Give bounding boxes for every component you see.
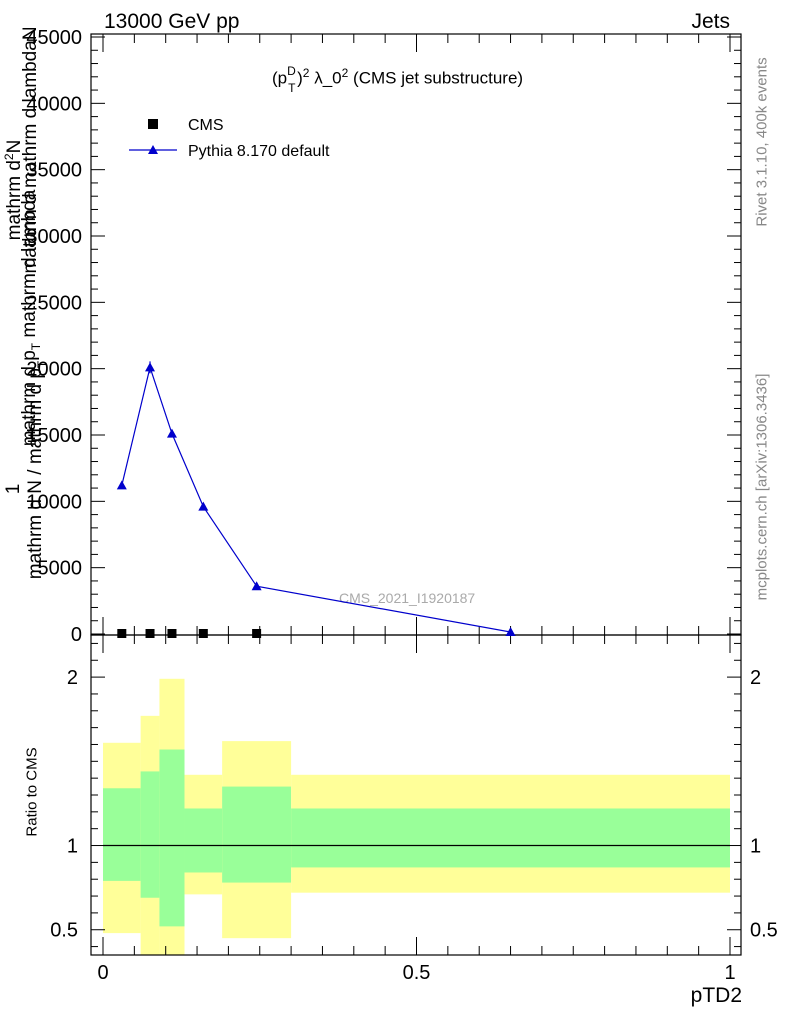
cms-point-4: [252, 629, 262, 638]
main-y-tick-labels: 0 5000 10000 15000 20000 25000 30000 35000 40000…: [26, 27, 82, 646]
legend-pythia-label: Pythia 8.170 default: [188, 143, 330, 160]
plot-title-sup-d: D: [287, 63, 296, 78]
ratio-ytick-label-right-1: 1: [750, 836, 761, 858]
main-ytick-label-5: 25000: [26, 292, 82, 314]
ratio-band-inner-3: [184, 808, 223, 873]
xtick-label-1: 0.5: [403, 962, 431, 984]
plot-title-sup-2b: 2: [341, 66, 349, 80]
plot-title-mid: ): [297, 68, 303, 88]
main-ytick-label-4: 20000: [26, 359, 82, 381]
main-ytick-label-7: 35000: [26, 160, 82, 182]
ratio-band-inner-2: [159, 749, 185, 927]
pythia-point-3: [198, 501, 209, 511]
plot-title-sub-t: T: [288, 80, 296, 95]
series-lines: [121, 361, 512, 633]
legend-cms-label: CMS: [188, 117, 224, 134]
ratio-ytick-label-right-0: 0.5: [750, 920, 778, 942]
plot-title-p: (p: [272, 68, 288, 88]
x-tick-labels: 0 0.5 1: [97, 962, 735, 984]
legend: CMS Pythia 8.170 default: [129, 117, 330, 160]
pythia-point-4: [251, 581, 262, 591]
ratio-bands: [103, 678, 730, 955]
main-ytick-label-3: 15000: [26, 425, 82, 447]
pythia-point-1: [145, 362, 156, 372]
pythia-point-5: [505, 627, 516, 637]
analysis-watermark: CMS_2021_I1920187: [339, 590, 476, 606]
plot-title: (p D T)2 λ_02 (CMS jet substructure): [272, 63, 524, 95]
x-axis-label: pTD2: [690, 984, 742, 1007]
pythia-point-0: [116, 480, 127, 490]
main-axis-ticks: [91, 34, 741, 635]
pythia-line: [121, 365, 511, 633]
ratio-y-tick-labels: 0.5 0.5 1 1 2 2: [50, 667, 778, 942]
header-energy-label: 13000 GeV pp: [104, 10, 240, 33]
legend-pythia-marker: [148, 145, 158, 154]
main-ytick-label-0: 0: [71, 624, 82, 646]
main-ytick-label-8: 40000: [26, 93, 82, 115]
plot-title-sup-2: 2: [302, 66, 310, 80]
main-ytick-label-9: 45000: [26, 27, 82, 49]
legend-cms-marker: [148, 119, 158, 129]
plot-title-rest: (CMS jet substructure): [348, 68, 524, 88]
series-markers: [116, 362, 516, 638]
ratio-band-inner-1: [140, 771, 160, 898]
ratio-ytick-label-left-2: 2: [67, 667, 78, 689]
main-ytick-label-2: 10000: [26, 491, 82, 513]
ratio-ytick-label-left-1: 1: [67, 836, 78, 858]
ratio-band-inner-0: [103, 788, 141, 881]
ratio-ytick-label-left-0: 0.5: [50, 920, 78, 942]
cms-point-0: [117, 629, 127, 638]
main-ytick-label-6: 30000: [26, 226, 82, 248]
cms-point-2: [167, 629, 177, 638]
main-ytick-label-1: 5000: [38, 558, 83, 580]
pythia-point-2: [166, 428, 177, 438]
header-category-label: Jets: [691, 10, 730, 33]
ratio-band-inner-5: [291, 808, 730, 868]
cms-point-3: [198, 629, 208, 638]
xtick-label-2: 1: [724, 962, 735, 984]
xtick-label-0: 0: [97, 962, 108, 984]
ratio-band-inner-4: [222, 786, 292, 883]
ratio-ytick-label-right-2: 2: [750, 667, 761, 689]
plot-title-lambda: λ_0: [309, 68, 342, 88]
cms-point-1: [145, 629, 155, 638]
